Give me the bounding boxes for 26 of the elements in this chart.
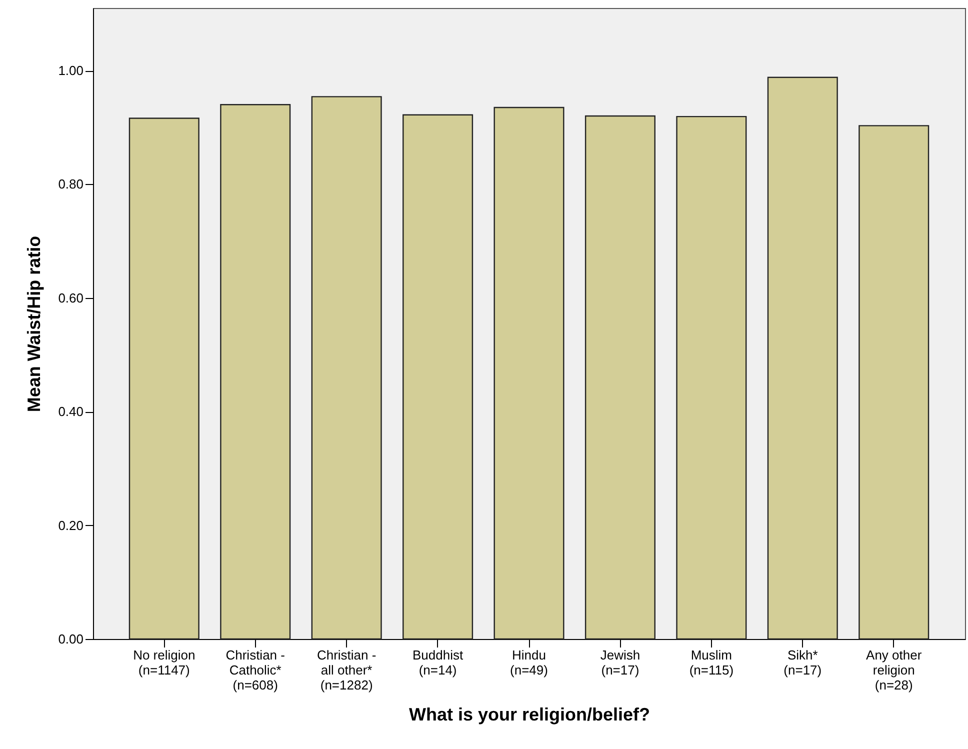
y-tick-label: 0.20	[58, 518, 84, 533]
y-tick-label: 0.60	[58, 290, 84, 306]
bar	[128, 118, 200, 640]
bar	[494, 106, 564, 640]
x-axis-title: What is your religion/belief?	[408, 704, 650, 724]
bar	[584, 115, 656, 640]
bar	[311, 96, 382, 640]
x-tick-label: Hindu (n=49)	[510, 648, 548, 678]
x-tick-label: Buddhist (n=14)	[412, 648, 464, 678]
x-tick-label: Christian - Catholic* (n=608)	[226, 648, 285, 692]
bar	[220, 104, 291, 640]
x-tick-label: Muslim (n=115)	[689, 648, 734, 678]
x-tick-label: Sikh* (n=17)	[784, 648, 822, 678]
x-tick-label: No religion (n=1147)	[133, 648, 196, 678]
x-tick-label: Any other religion (n=28)	[866, 648, 922, 692]
bar	[858, 125, 930, 640]
bar	[402, 114, 474, 640]
y-tick-label: 0.40	[58, 404, 84, 420]
y-axis-title: Mean Waist/Hip ratio	[24, 236, 44, 412]
bar	[767, 76, 838, 640]
y-tick-label: 0.00	[58, 632, 84, 646]
y-tick-label: 1.00	[58, 63, 84, 78]
x-tick-label: Christian - all other* (n=1282)	[316, 648, 376, 692]
bar	[676, 116, 747, 640]
y-tick-label: 0.80	[58, 176, 84, 192]
x-tick-label: Jewish (n=17)	[600, 648, 640, 678]
